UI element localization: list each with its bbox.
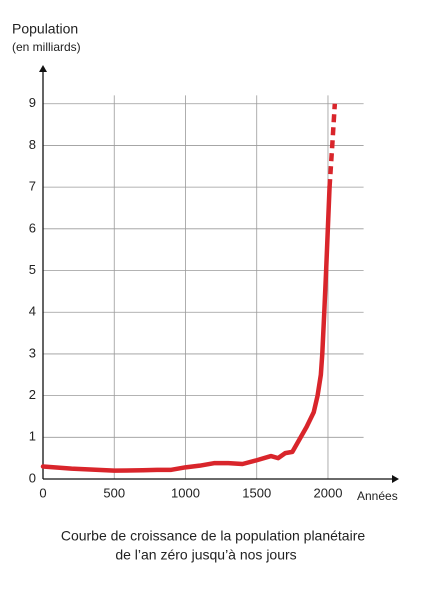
y-tick-label: 2 [29, 387, 36, 402]
x-tick-label: 0 [39, 485, 46, 500]
data-line [327, 103, 338, 188]
y-tick-label: 6 [29, 220, 36, 235]
x-tick-label: 1500 [242, 485, 271, 500]
y-axis-arrow [39, 65, 47, 72]
caption-line: de l’an zéro jusqu’à nos jours [115, 547, 296, 563]
y-tick-label: 3 [29, 345, 36, 360]
x-tick-label: 1000 [171, 485, 200, 500]
x-axis-label: Années [357, 489, 398, 503]
x-tick-label: 500 [103, 485, 125, 500]
y-axis-sublabel: (en milliards) [12, 40, 81, 54]
y-tick-label: 7 [29, 179, 36, 194]
y-tick-label: 4 [29, 304, 36, 319]
x-tick-label: 2000 [314, 485, 343, 500]
y-tick-label: 9 [29, 95, 36, 110]
caption-line: Courbe de croissance de la population pl… [61, 528, 366, 544]
y-tick-label: 8 [29, 137, 36, 152]
y-tick-label: 1 [29, 429, 36, 444]
x-axis-arrow [392, 475, 399, 483]
y-tick-label: 5 [29, 262, 36, 277]
data-line [40, 184, 332, 473]
y-axis-label: Population [12, 21, 78, 37]
y-tick-label: 0 [29, 470, 36, 485]
